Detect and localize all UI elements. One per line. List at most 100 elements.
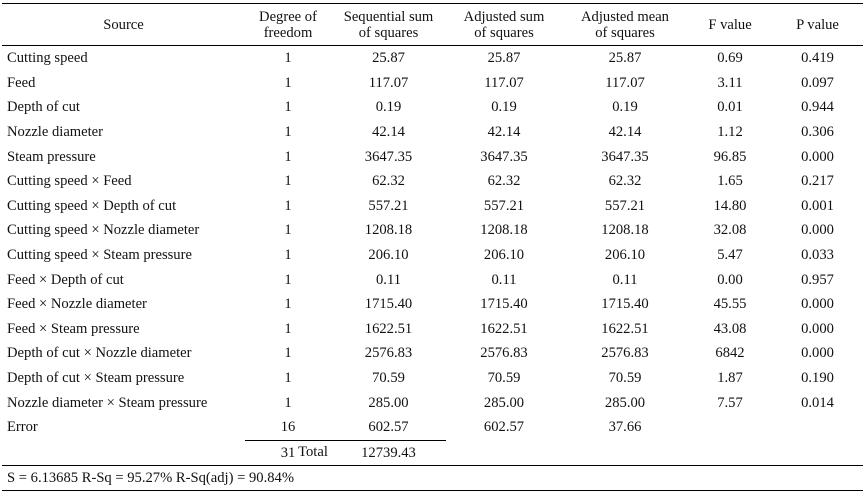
cell-adj-ms: 25.87 bbox=[608, 50, 642, 67]
cell-p-value: 0.190 bbox=[801, 370, 834, 387]
cell-seq-ss: 3647.35 bbox=[364, 148, 413, 165]
cell-seq-ss: 0.11 bbox=[376, 271, 401, 288]
cell-adj-ms: 1715.40 bbox=[601, 296, 649, 313]
cell-seq-ss: 0.19 bbox=[375, 99, 402, 116]
cell-adj-ms: 1622.51 bbox=[601, 320, 649, 337]
cell-f-value: 5.47 bbox=[717, 247, 743, 264]
cell-adj-ms: 3647.35 bbox=[601, 148, 649, 165]
cell-df: 1 bbox=[284, 124, 292, 141]
model-summary: S = 6.13685 R-Sq = 95.27% R-Sq(adj) = 90… bbox=[2, 465, 863, 492]
cell-p-value bbox=[772, 415, 863, 440]
cell-f-value: 0.69 bbox=[717, 50, 743, 67]
cell-df: 1 bbox=[284, 394, 292, 411]
total-spacer bbox=[2, 440, 245, 466]
header-dof-line2: freedom bbox=[263, 25, 313, 41]
cell-source: Cutting speed × Feed bbox=[7, 173, 132, 190]
table-row: Cutting speed 1 25.87 25.87 25.87 0.69 0… bbox=[2, 46, 863, 71]
total-seq-ss: 12739.43 bbox=[331, 439, 446, 466]
table-row: Cutting speed × Steam pressure 1 206.10 … bbox=[2, 243, 863, 268]
cell-df: 1 bbox=[284, 370, 292, 387]
table-row: Steam pressure 1 3647.35 3647.35 3647.35… bbox=[2, 144, 863, 169]
cell-adj-ss: 0.19 bbox=[491, 99, 517, 116]
table-row: Depth of cut × Nozzle diameter 1 2576.83… bbox=[2, 341, 863, 366]
table-row: Depth of cut 1 0.19 0.19 0.19 0.01 0.944 bbox=[2, 95, 863, 120]
table-row: Cutting speed × Depth of cut 1 557.21 55… bbox=[2, 194, 863, 219]
cell-adj-ss: 3647.35 bbox=[480, 148, 528, 165]
table-body: Cutting speed 1 25.87 25.87 25.87 0.69 0… bbox=[2, 46, 863, 492]
cell-f-value: 7.57 bbox=[717, 394, 743, 411]
cell-seq-ss: 62.32 bbox=[372, 173, 405, 190]
cell-adj-ss: 285.00 bbox=[483, 394, 525, 411]
cell-source: Cutting speed bbox=[7, 50, 88, 67]
cell-adj-ss: 1622.51 bbox=[480, 320, 528, 337]
cell-seq-ss: 602.57 bbox=[368, 419, 409, 436]
table-row: Feed × Steam pressure 1 1622.51 1622.51 … bbox=[2, 317, 863, 342]
cell-adj-ss: 42.14 bbox=[487, 124, 521, 141]
table-row: Cutting speed × Nozzle diameter 1 1208.1… bbox=[2, 218, 863, 243]
table-row: Feed 1 117.07 117.07 117.07 3.11 0.097 bbox=[2, 71, 863, 96]
cell-adj-ss: 0.11 bbox=[491, 271, 517, 288]
cell-source: Depth of cut × Nozzle diameter bbox=[7, 345, 192, 362]
table-row: Feed × Depth of cut 1 0.11 0.11 0.11 0.0… bbox=[2, 267, 863, 292]
cell-adj-ss: 1208.18 bbox=[480, 222, 528, 239]
cell-df: 16 bbox=[280, 419, 296, 436]
cell-p-value: 0.419 bbox=[801, 50, 834, 67]
total-spacer bbox=[446, 440, 562, 466]
cell-p-value: 0.944 bbox=[801, 99, 834, 116]
header-adjusted-ms: Adjusted mean of squares bbox=[562, 3, 688, 46]
cell-adj-ms: 37.66 bbox=[608, 419, 642, 436]
cell-adj-ms: 557.21 bbox=[604, 197, 646, 214]
cell-source: Feed × Nozzle diameter bbox=[7, 296, 147, 313]
cell-adj-ss: 557.21 bbox=[483, 197, 525, 214]
cell-df: 1 bbox=[284, 247, 292, 264]
cell-f-value: 1.87 bbox=[717, 370, 743, 387]
cell-adj-ms: 206.10 bbox=[604, 247, 646, 264]
cell-adj-ss: 25.87 bbox=[487, 50, 521, 67]
cell-source: Depth of cut bbox=[7, 99, 80, 116]
table-row: Cutting speed × Feed 1 62.32 62.32 62.32… bbox=[2, 169, 863, 194]
cell-seq-ss: 70.59 bbox=[372, 370, 405, 387]
cell-p-value: 0.000 bbox=[801, 320, 834, 337]
cell-adj-ms: 0.19 bbox=[612, 99, 638, 116]
header-seq-line1: Sequential sum bbox=[343, 9, 434, 25]
header-seq-line2: of squares bbox=[358, 25, 419, 41]
cell-df: 1 bbox=[284, 197, 292, 214]
cell-p-value: 0.014 bbox=[801, 394, 834, 411]
cell-p-value: 0.306 bbox=[801, 124, 834, 141]
total-spacer bbox=[772, 440, 863, 466]
cell-p-value: 0.033 bbox=[801, 247, 834, 264]
header-p-value: P value bbox=[772, 3, 863, 46]
cell-source: Nozzle diameter bbox=[7, 124, 104, 141]
cell-f-value: 14.80 bbox=[713, 197, 747, 214]
cell-f-value: 6842 bbox=[715, 345, 745, 362]
total-row: 31 12739.43 bbox=[2, 439, 863, 466]
table-row: Feed × Nozzle diameter 1 1715.40 1715.40… bbox=[2, 292, 863, 317]
cell-adj-ms: 42.14 bbox=[608, 124, 642, 141]
cell-f-value: 43.08 bbox=[713, 320, 747, 337]
cell-f-value: 0.00 bbox=[717, 271, 743, 288]
total-df: 31 bbox=[245, 439, 331, 466]
header-adjss-line2: of squares bbox=[474, 25, 534, 41]
cell-seq-ss: 25.87 bbox=[372, 50, 405, 67]
cell-p-value: 0.000 bbox=[801, 148, 834, 165]
cell-seq-ss: 557.21 bbox=[368, 197, 409, 214]
cell-source: Nozzle diameter × Steam pressure bbox=[7, 394, 208, 411]
header-adjusted-ss: Adjusted sum of squares bbox=[446, 3, 562, 46]
cell-source: Cutting speed × Steam pressure bbox=[7, 247, 192, 264]
cell-df: 1 bbox=[284, 99, 292, 116]
cell-df: 1 bbox=[284, 296, 292, 313]
cell-f-value: 3.11 bbox=[717, 74, 743, 91]
cell-f-value: 1.65 bbox=[717, 173, 743, 190]
header-adjss-line1: Adjusted sum bbox=[463, 9, 545, 25]
cell-seq-ss: 2576.83 bbox=[364, 345, 413, 362]
cell-df: 1 bbox=[284, 74, 292, 91]
cell-source: Steam pressure bbox=[7, 148, 96, 165]
header-degree-of-freedom: Degree of freedom bbox=[245, 3, 331, 46]
header-adjms-line1: Adjusted mean bbox=[581, 9, 669, 25]
cell-source: Cutting speed × Nozzle diameter bbox=[7, 222, 200, 239]
cell-p-value: 0.957 bbox=[801, 271, 834, 288]
total-label: Total bbox=[298, 444, 328, 461]
cell-p-value: 0.000 bbox=[801, 296, 834, 313]
cell-seq-ss: 117.07 bbox=[368, 74, 409, 91]
header-sequential-ss: Sequential sum of squares bbox=[331, 3, 446, 46]
